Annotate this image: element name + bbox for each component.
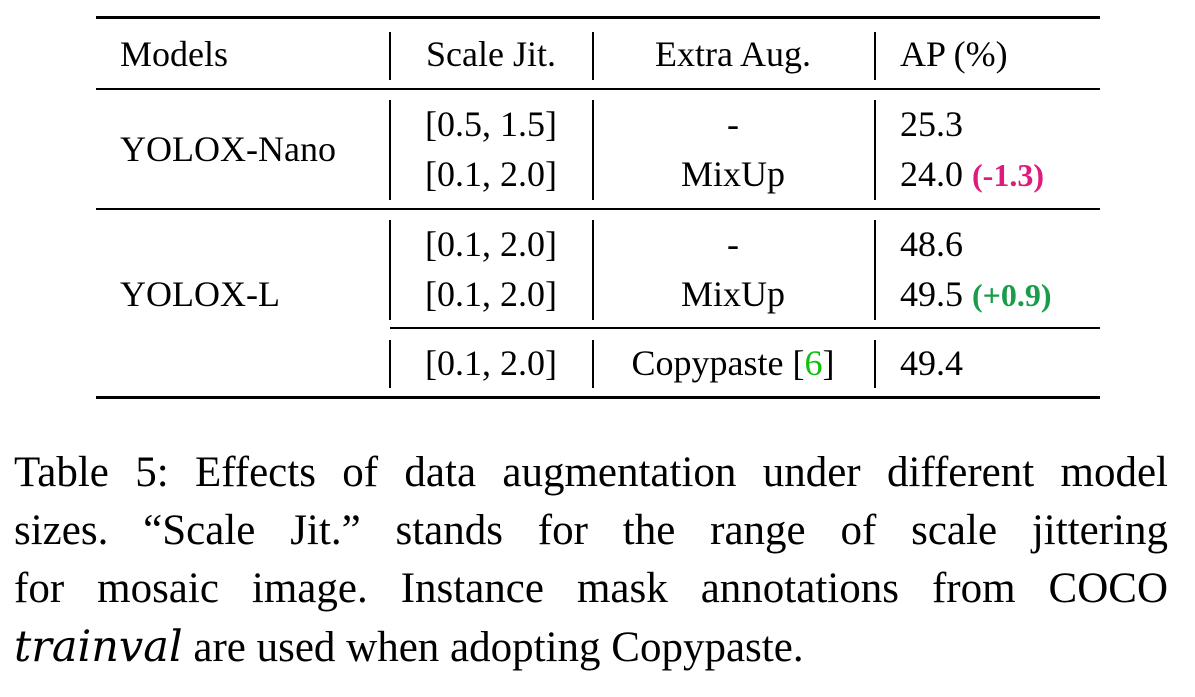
ap-value: 49.5 [900,274,963,314]
col-divider [874,220,876,320]
header-rule [96,88,1100,90]
col-divider [874,100,876,200]
ap-delta-positive: (+0.9) [972,277,1052,313]
group-rule [96,208,1100,210]
ap-cell: 24.0 (-1.3) [900,156,1044,192]
caption-italic-term: trainval [14,622,183,672]
col-divider [389,340,391,388]
scale-cell: [0.1, 2.0] [425,274,557,314]
col-divider [874,32,876,80]
ap-value: 24.0 [900,154,963,194]
model-name: YOLOX-L [120,274,280,314]
scale-cell: [0.1, 2.0] [425,224,557,264]
col-divider [389,220,391,320]
header-ap: AP (%) [900,34,1008,74]
copypaste-rule [390,327,1100,329]
caption-line: for mosaic image. Instance mask annotati… [14,565,1168,612]
header-scale-jit: Scale Jit. [426,34,556,74]
scale-cell: [0.1, 2.0] [425,343,557,383]
col-divider [592,32,594,80]
col-divider [592,220,594,320]
aug-cell: Copypaste [6] [631,343,835,383]
aug-cell: MixUp [680,154,786,194]
caption-line: trainval are used when adopting Copypast… [14,618,1168,676]
ap-cell: 25.3 [900,104,963,144]
table-top-rule [96,16,1100,19]
col-divider [592,340,594,388]
citation-link[interactable]: 6 [804,343,823,383]
caption-line: sizes. “Scale Jit.” stands for the range… [14,507,1168,554]
col-divider [592,100,594,200]
table-caption: Table 5: Effects of data augmentation un… [14,444,1168,676]
ap-cell: 48.6 [900,224,963,264]
aug-name: Copypaste [631,343,784,383]
col-divider [874,340,876,388]
header-extra-aug: Extra Aug. [655,34,811,74]
scale-cell: [0.1, 2.0] [425,154,557,194]
ap-cell: 49.4 [900,343,963,383]
aug-cell: - [727,104,739,144]
ap-cell: 49.5 (+0.9) [900,276,1052,312]
header-models: Models [120,34,228,74]
table-bottom-rule [96,396,1100,399]
col-divider [389,100,391,200]
ap-delta-negative: (-1.3) [972,157,1044,193]
caption-line-rest: are used when adopting Copypaste. [182,624,804,671]
scale-cell: [0.5, 1.5] [425,104,557,144]
aug-cell: MixUp [680,274,786,314]
col-divider [389,32,391,80]
caption-line: Table 5: Effects of data augmentation un… [14,449,1168,496]
aug-cell: - [727,224,739,264]
model-name: YOLOX-Nano [120,129,336,169]
